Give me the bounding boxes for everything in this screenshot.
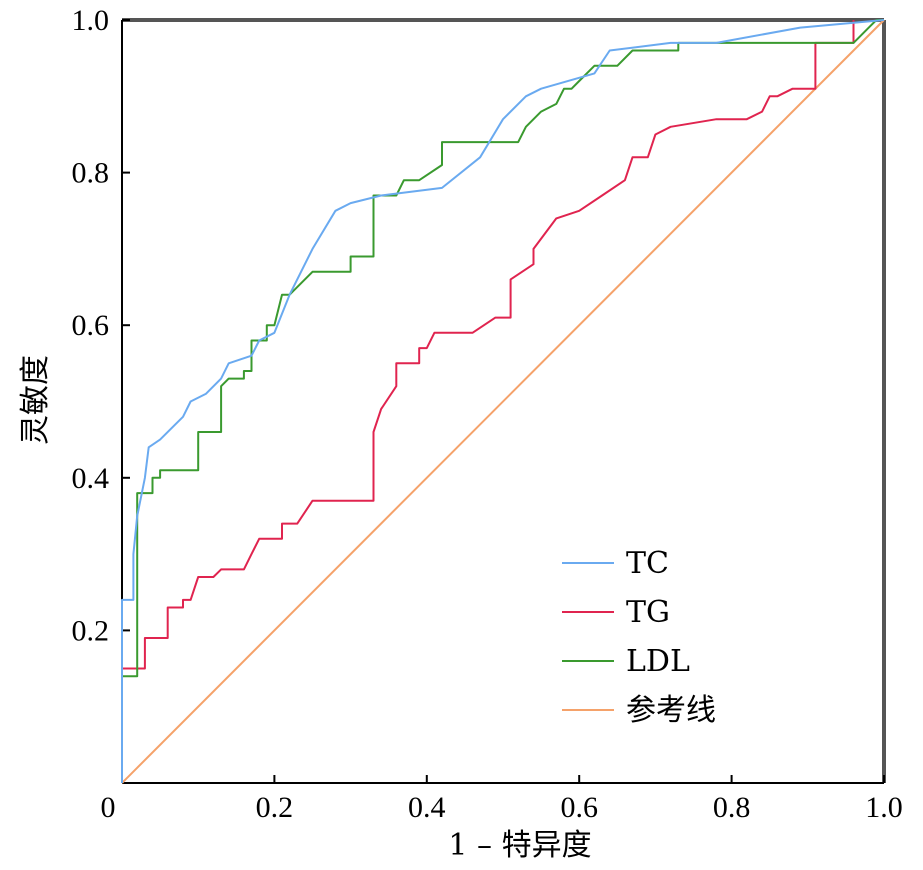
legend-label: 参考线: [626, 693, 716, 728]
legend-label: TG: [626, 595, 670, 630]
y-tick-label: 0.8: [72, 157, 110, 190]
y-tick-label: 1.0: [72, 4, 110, 37]
y-axis: 0.2 0.4 0.6 0.8 1.0: [72, 4, 130, 647]
legend-label: LDL: [626, 644, 690, 679]
x-tick-label: 0.8: [713, 791, 751, 824]
x-tick-label: 0.4: [408, 791, 446, 824]
series-layer: [121, 19, 885, 784]
series-line-2: [121, 19, 884, 783]
y-tick-label: 0.2: [72, 614, 110, 647]
x-axis-title: 1 – 特异度: [448, 828, 591, 863]
series-line-0: [121, 19, 885, 783]
y-tick-label: 0.6: [72, 309, 110, 342]
x-tick-label: 0.2: [256, 791, 294, 824]
legend-label: TC: [626, 546, 669, 581]
x-tick-label: 0: [101, 791, 116, 824]
x-tick-label: 0.6: [560, 791, 598, 824]
x-axis: 0 0.2 0.4 0.6 0.8 1.0: [101, 775, 903, 824]
series-line-1: [121, 20, 855, 783]
x-tick-label: 1.0: [865, 791, 903, 824]
series-line-3: [121, 19, 885, 784]
y-axis-title: 灵敏度: [18, 355, 53, 445]
legend: TC TG LDL 参考线: [562, 546, 716, 728]
y-tick-label: 0.4: [72, 462, 110, 495]
